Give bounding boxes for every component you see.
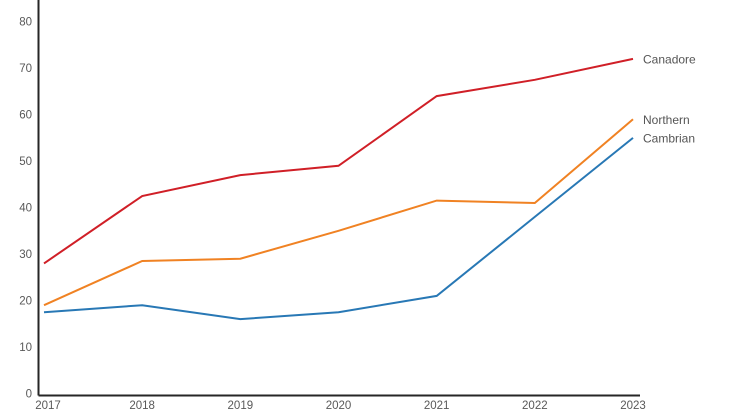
y-tick-label: 30 — [19, 249, 32, 261]
series-line-northern — [43, 118, 634, 307]
series-label-canadore: Canadore — [643, 52, 696, 66]
y-tick-label: 50 — [19, 156, 32, 168]
x-tick-label: 2020 — [326, 400, 352, 412]
y-tick-label: 10 — [19, 342, 32, 354]
y-tick-label: 70 — [19, 63, 32, 75]
x-tick-label: 2019 — [228, 400, 254, 412]
y-tick-label: 0 — [26, 389, 32, 401]
axis-spines — [37, 0, 640, 397]
series-label-cambrian: Cambrian — [643, 131, 695, 145]
y-tick-label: 80 — [19, 17, 32, 29]
series-label-northern: Northern — [643, 113, 690, 127]
x-tick-label: 2023 — [620, 400, 646, 412]
series-line-canadore — [43, 57, 634, 265]
y-tick-label: 60 — [19, 110, 32, 122]
y-tick-label: 20 — [19, 296, 32, 308]
x-tick-label: 2017 — [35, 400, 61, 412]
y-tick-label: 40 — [19, 203, 32, 215]
x-tick-label: 2018 — [129, 400, 155, 412]
series-line-cambrian — [43, 137, 634, 321]
x-tick-label: 2021 — [424, 400, 450, 412]
x-tick-label: 2022 — [522, 400, 548, 412]
